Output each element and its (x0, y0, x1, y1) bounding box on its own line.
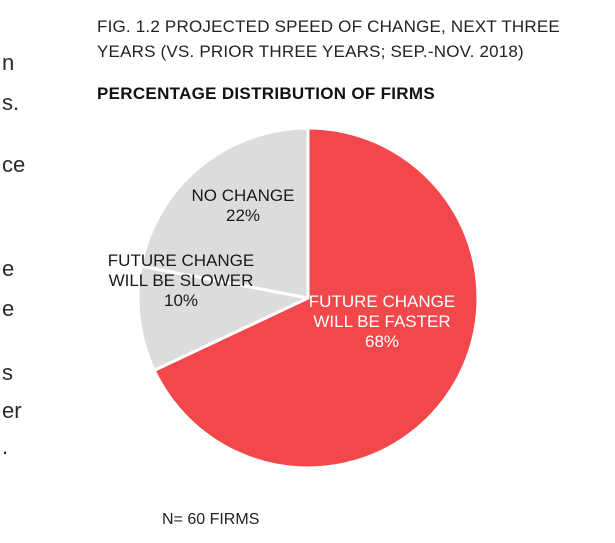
text-fragment: s (2, 360, 13, 385)
cropped-body-text: n s. ce e e s er . (0, 0, 30, 543)
pie-value-label: 22% (226, 206, 260, 225)
pie-slices (136, 126, 480, 470)
pie-label-1: FUTURE CHANGE WILL BE SLOWER 10% (108, 251, 254, 310)
text-fragment: . (2, 434, 9, 459)
pie-labels: FUTURE CHANGE WILL BE FASTER 68%FUTURE CHA… (108, 186, 455, 351)
pie-category-label: NO CHANGE (192, 186, 295, 205)
pie-slice-1 (136, 264, 310, 372)
pie-slice-0 (152, 126, 480, 470)
pie-category-label: WILL BE FASTER (313, 312, 450, 331)
figure-title: FIG. 1.2 PROJECTED SPEED OF CHANGE, NEXT… (97, 14, 567, 64)
pie-slice-2 (139, 126, 310, 300)
figure-title-line-2: YEARS (VS. PRIOR THREE YEARS; SEP.-NOV. … (97, 42, 524, 61)
figure-title-line-1: FIG. 1.2 PROJECTED SPEED OF CHANGE, NEXT… (97, 17, 560, 36)
text-fragment: er (2, 398, 22, 423)
pie-category-label: WILL BE SLOWER (109, 271, 254, 290)
pie-value-label: 68% (365, 332, 399, 351)
text-fragment: s. (2, 90, 20, 115)
chart-subtitle: PERCENTAGE DISTRIBUTION OF FIRMS (97, 84, 435, 103)
text-fragment: e (2, 296, 15, 321)
pie-label-0: FUTURE CHANGE WILL BE FASTER 68% (309, 292, 455, 351)
pie-label-2: NO CHANGE 22% (192, 186, 295, 225)
pie-category-label: FUTURE CHANGE (309, 292, 455, 311)
sample-size-note: N= 60 FIRMS (162, 511, 260, 528)
pie-category-label: FUTURE CHANGE (108, 251, 254, 270)
pie-value-label: 10% (164, 291, 198, 310)
text-fragment: e (2, 256, 15, 281)
text-fragment: ce (2, 152, 26, 177)
text-fragment: n (2, 50, 15, 75)
